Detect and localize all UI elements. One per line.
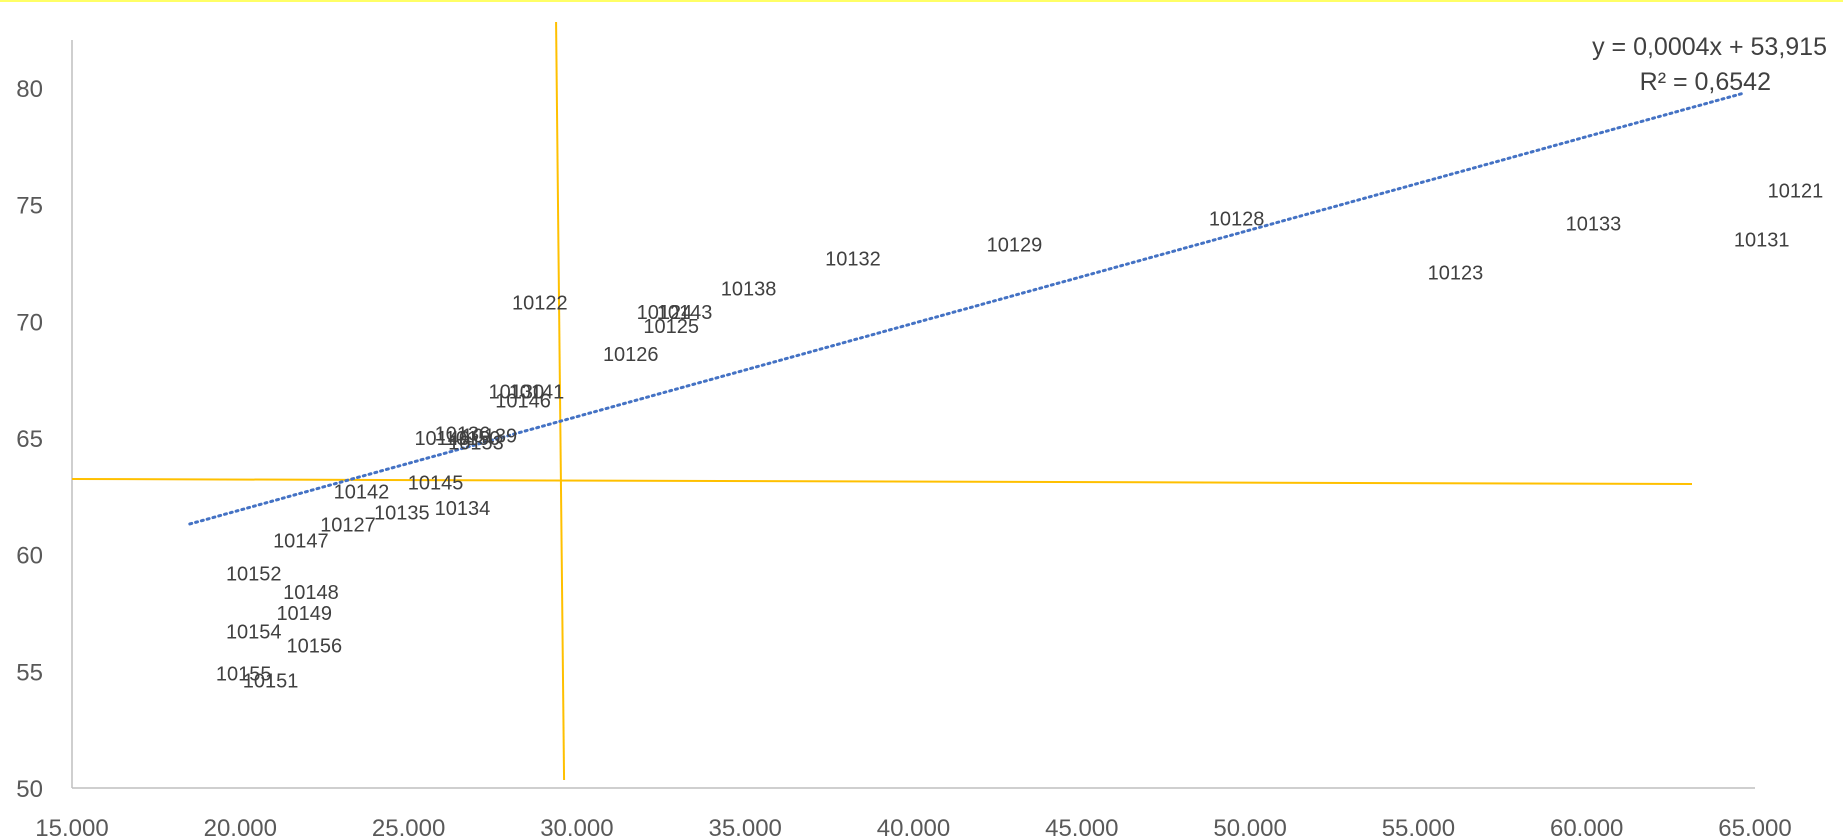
top-border	[0, 0, 1843, 2]
x-tick-label: 40.000	[877, 815, 950, 840]
point-label: 10143	[657, 302, 713, 324]
point-label: 10148	[283, 582, 339, 604]
x-tick-label: 20.000	[204, 815, 277, 840]
point-label: 10132	[825, 248, 881, 270]
point-label: 10133	[1566, 213, 1622, 235]
point-label: 10140	[414, 428, 470, 450]
y-tick-label: 70	[16, 309, 43, 336]
point-label: 10139	[462, 426, 518, 448]
point-label: 10136	[435, 423, 491, 445]
point-label: 10122	[512, 293, 568, 315]
point-label: 10154	[226, 622, 282, 644]
point-label: 10149	[276, 603, 332, 625]
point-label: 10130	[488, 381, 544, 403]
trendline-equation: y = 0,0004x + 53,915	[1592, 33, 1827, 61]
x-tick-label: 30.000	[540, 815, 613, 840]
reference-lines	[71, 21, 1693, 781]
x-tick-labels: 15.000 20.000 25.000 30.000 35.000 40.000 45.0…	[35, 815, 1791, 840]
point-label: 10142	[334, 482, 390, 504]
y-tick-labels: 50 55 60 65 70 75 80	[16, 76, 43, 803]
point-label: 10141	[509, 381, 565, 403]
point-label: 10151	[243, 671, 299, 693]
trendline	[188, 91, 1747, 526]
point-label: 10156	[287, 636, 343, 658]
point-label: 10126	[603, 344, 659, 366]
x-tick-label: 60.000	[1550, 815, 1623, 840]
trendline-r-squared: R² = 0,6542	[1640, 68, 1771, 96]
trendline-group	[188, 91, 1747, 526]
point-label: 10131	[1734, 230, 1790, 252]
x-tick-label: 25.000	[372, 815, 445, 840]
point-label: 10125	[643, 316, 699, 338]
point-label: 10135	[374, 503, 430, 525]
point-label: 10129	[987, 234, 1043, 256]
point-label: 10145	[408, 472, 464, 494]
point-label: 10155	[216, 664, 272, 686]
point-label: 10138	[721, 279, 777, 301]
point-label: 10134	[435, 498, 491, 520]
point-label: 10150	[445, 428, 501, 450]
point-labels: 10121 10131 10133 10123 10128 10129 10132 10138…	[216, 181, 1823, 693]
x-tick-label: 65.000	[1718, 815, 1791, 840]
point-label: 10127	[320, 514, 376, 536]
point-label: 10152	[226, 563, 282, 585]
y-tick-label: 75	[16, 193, 43, 220]
point-label: 10121	[1768, 181, 1824, 203]
y-tick-label: 65	[16, 426, 43, 453]
point-label: 10153	[448, 433, 504, 455]
y-tick-label: 80	[16, 76, 43, 103]
y-tick-label: 60	[16, 543, 43, 570]
horizontal-reference-line	[71, 478, 1693, 485]
point-label: 10128	[1209, 209, 1265, 231]
point-label: 10147	[273, 531, 329, 553]
y-tick-label: 50	[16, 776, 43, 803]
point-label: 10124	[637, 302, 693, 324]
x-tick-label: 50.000	[1213, 815, 1286, 840]
x-tick-label: 45.000	[1045, 815, 1118, 840]
x-tick-label: 55.000	[1382, 815, 1455, 840]
point-label: 10123	[1428, 262, 1484, 284]
point-label: 10146	[495, 391, 551, 413]
x-tick-label: 15.000	[35, 815, 108, 840]
x-tick-label: 35.000	[708, 815, 781, 840]
vertical-reference-line	[555, 21, 566, 781]
axes	[71, 40, 1755, 789]
y-tick-label: 55	[16, 659, 43, 686]
